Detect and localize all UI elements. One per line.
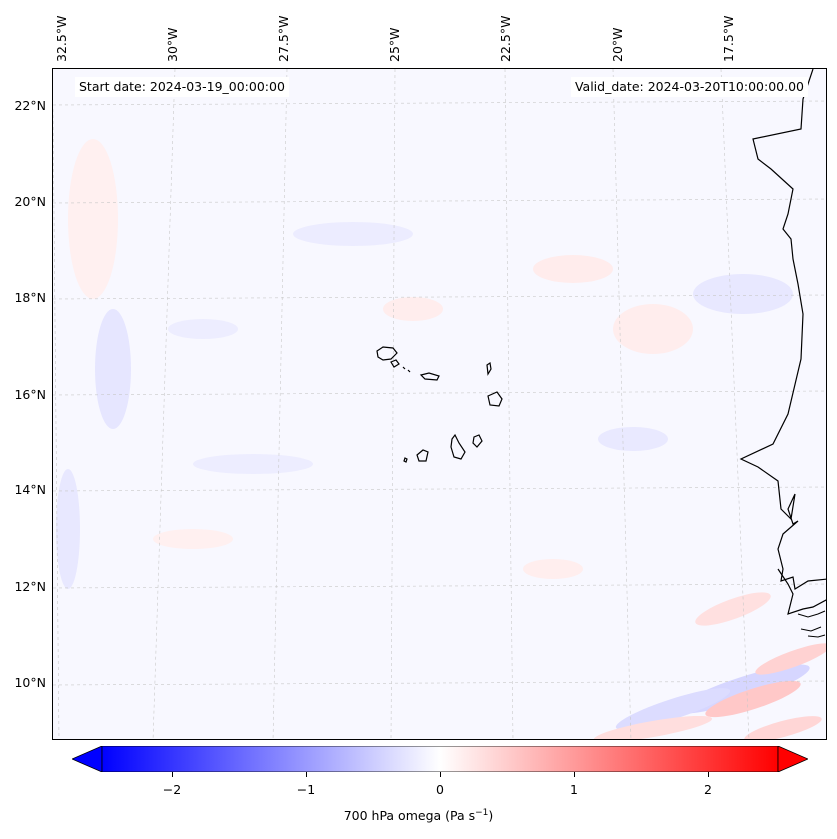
coastline-africa-south — [777, 568, 826, 615]
colorbar-title-main: 700 hPa omega (Pa s — [343, 808, 476, 824]
map-field — [53, 69, 826, 739]
lon-label-27-5w: 27.5°W — [276, 15, 291, 62]
colorbar-tick-label: 0 — [436, 782, 444, 797]
graticule — [53, 69, 826, 739]
colorbar-tick-label: 1 — [570, 782, 578, 797]
lon-label-32-5w: 32.5°W — [54, 15, 69, 62]
lat-label-18n: 18°N — [14, 290, 46, 305]
valid-date-label: Valid_date: 2024-03-20T10:00:00.00 — [570, 77, 808, 97]
lon-label-20w: 20°W — [610, 27, 625, 62]
colorbar-title-exponent: −1 — [475, 808, 489, 818]
colorbar-title: 700 hPa omega (Pa s−1) — [0, 808, 837, 823]
colorbar-extend-low — [72, 746, 103, 772]
colorbar-body — [101, 746, 779, 772]
colorbar-extend-high — [777, 746, 808, 772]
colorbar-tick-mark — [172, 772, 173, 777]
lat-label-10n: 10°N — [14, 675, 46, 690]
lon-label-30w: 30°W — [165, 27, 180, 62]
colorbar-tick-label: 2 — [704, 782, 712, 797]
map-panel[interactable]: Start date: 2024-03-19_00:00:00 Valid_da… — [52, 68, 827, 740]
lon-label-22-5w: 22.5°W — [498, 15, 513, 62]
omega-field — [56, 139, 826, 739]
lon-label-25w: 25°W — [387, 27, 402, 62]
colorbar-title-end: ) — [488, 808, 494, 824]
lat-label-20n: 20°N — [14, 194, 46, 209]
lat-label-16n: 16°N — [14, 387, 46, 402]
lat-label-14n: 14°N — [14, 482, 46, 497]
lat-label-12n: 12°N — [14, 579, 46, 594]
colorbar-tick-label: −1 — [296, 782, 316, 797]
colorbar-tick-mark — [574, 772, 575, 777]
lat-label-22n: 22°N — [14, 98, 46, 113]
colorbar-tick-mark — [440, 772, 441, 777]
cape-verde-islands — [376, 346, 503, 463]
colorbar-tick-mark — [708, 772, 709, 777]
colorbar-tick-label: −2 — [162, 782, 182, 797]
coastline-africa — [739, 69, 826, 590]
colorbar-tick-mark — [306, 772, 307, 777]
colorbar — [72, 746, 808, 772]
start-date-label: Start date: 2024-03-19_00:00:00 — [75, 77, 289, 97]
lon-label-17-5w: 17.5°W — [721, 15, 736, 62]
